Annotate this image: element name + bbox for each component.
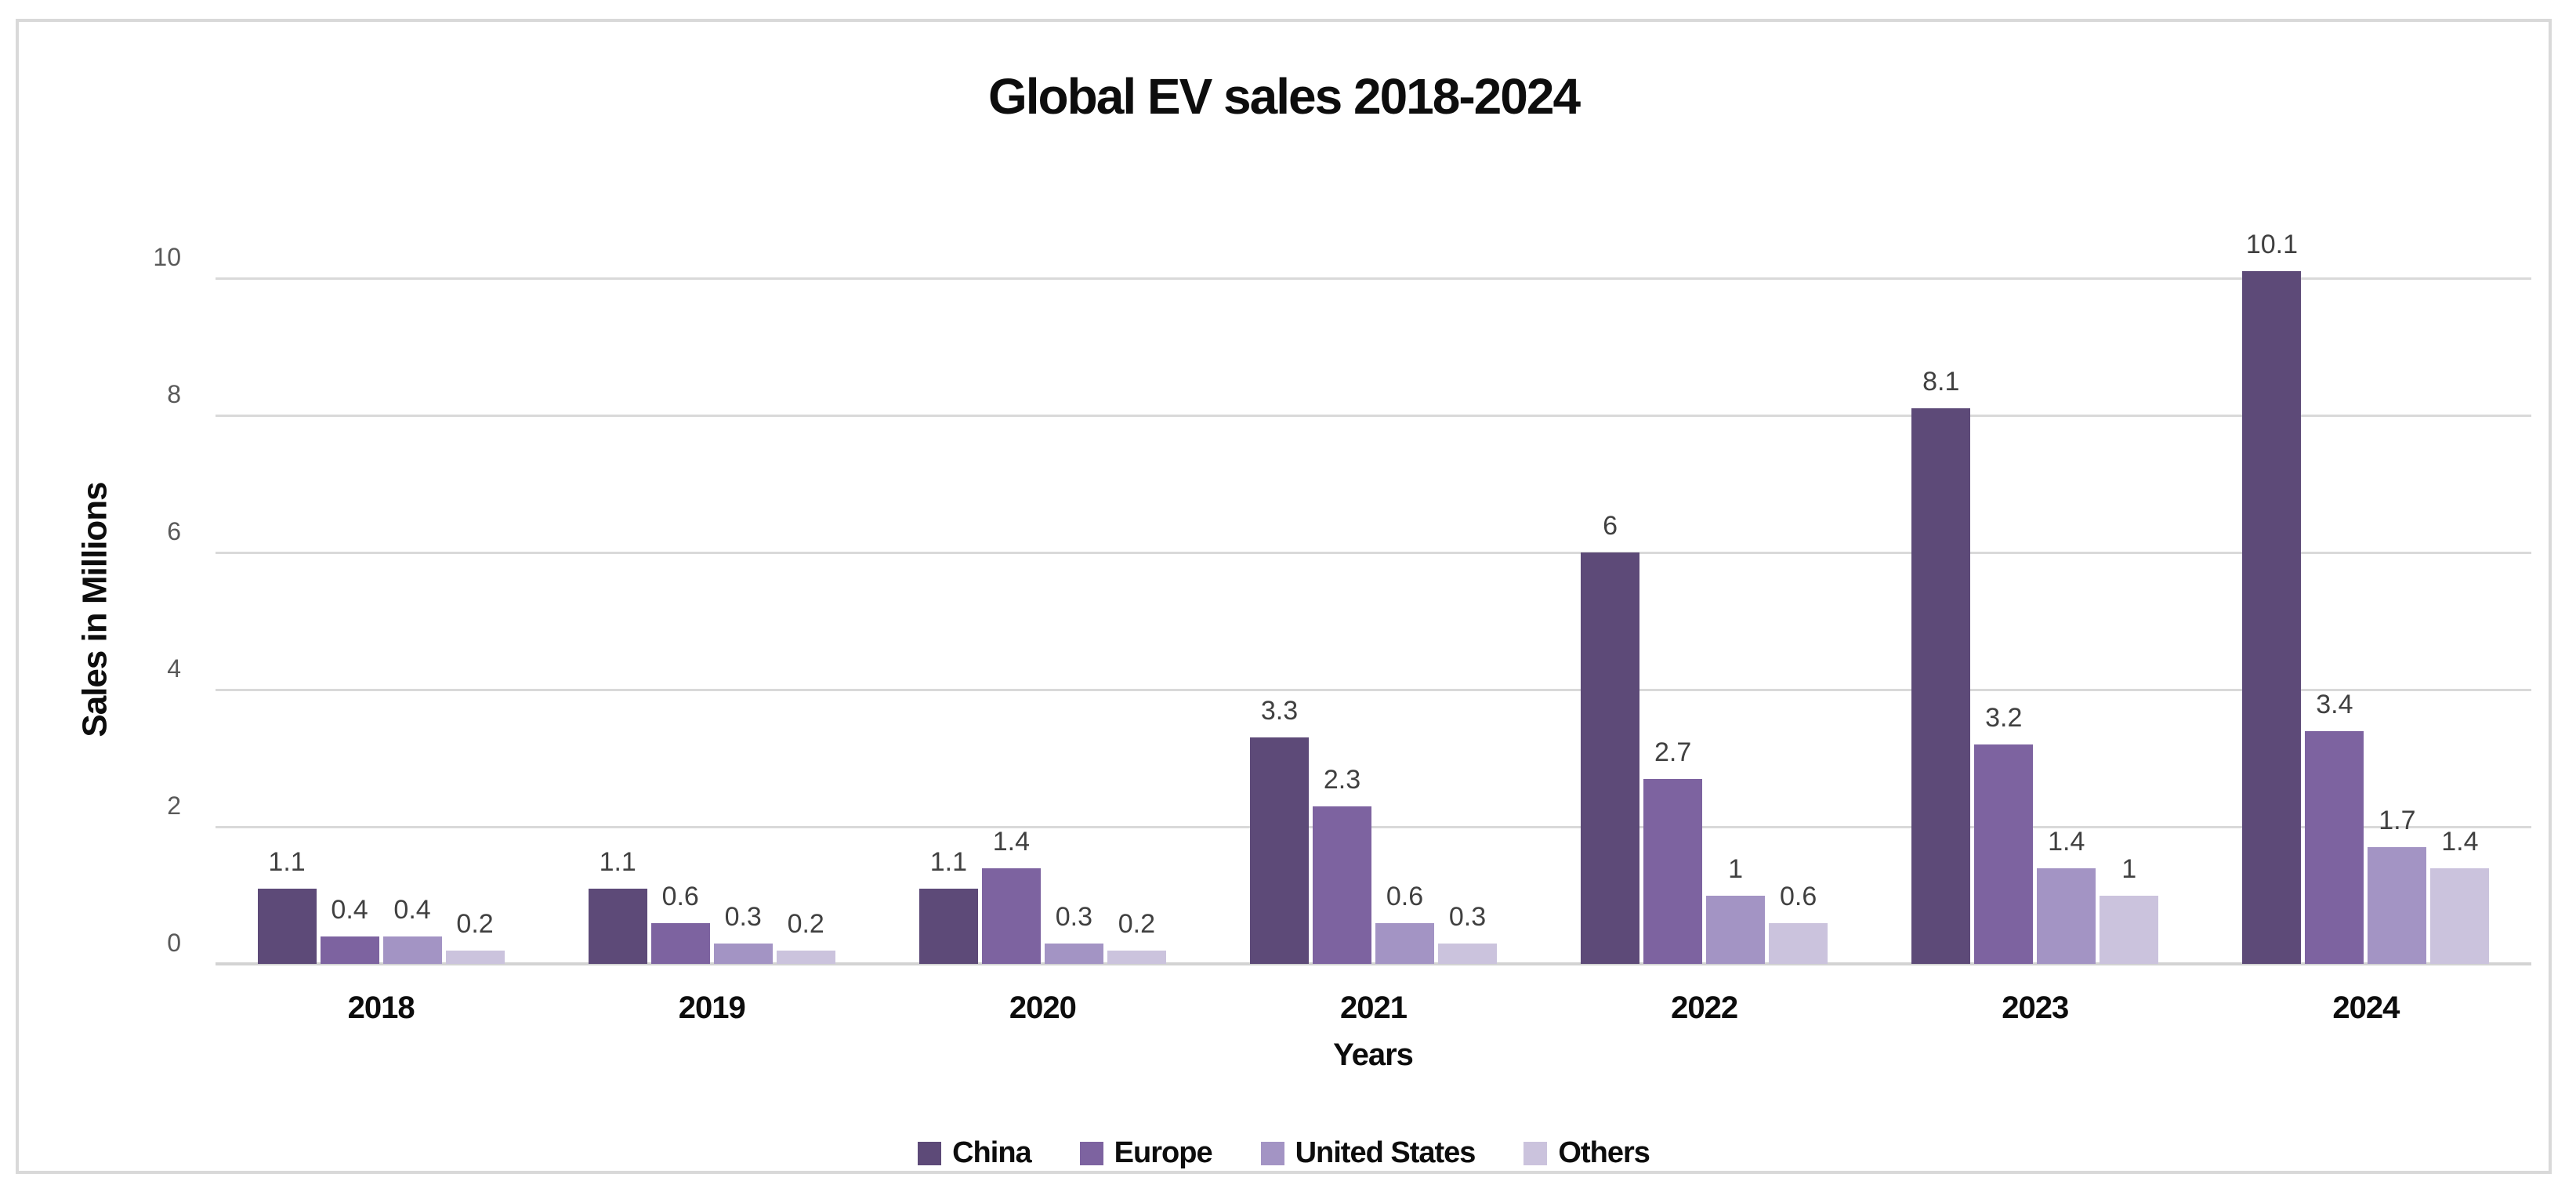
bar-value-label: 0.6 — [1386, 881, 1424, 911]
chart-title: Global EV sales 2018-2024 — [987, 68, 1581, 125]
bar-europe-2024: 3.4 — [2305, 690, 2364, 964]
y-tick-label-8: 8 — [167, 380, 181, 408]
bar-value-label: 0.3 — [1055, 901, 1092, 932]
bar-value-label: 1 — [1728, 853, 1744, 884]
bar-china-2022: 6 — [1581, 511, 1640, 964]
bar-united-states-2024: 1.7 — [2368, 806, 2427, 964]
bar-united-states-2023: 1.4 — [2037, 827, 2096, 964]
category-label-2021: 2021 — [1340, 991, 1408, 1025]
bar-united-states-2019: 0.3 — [713, 902, 773, 964]
y-tick-label-6: 6 — [167, 517, 181, 545]
x-axis-title: Years — [1333, 1038, 1414, 1072]
bar-others-2024: 1.4 — [2430, 827, 2490, 964]
legend-swatch-icon — [918, 1141, 942, 1165]
bar-value-label: 0.2 — [456, 908, 494, 939]
legend-label-europe: Europe — [1114, 1136, 1213, 1169]
bar-value-label: 0.2 — [787, 908, 824, 939]
bar-value-label: 2.7 — [1654, 737, 1692, 767]
bar-value-label: 0.3 — [1448, 901, 1487, 932]
legend-item-europe: Europe — [1079, 1136, 1213, 1170]
bar-europe-2021: 2.3 — [1312, 765, 1371, 964]
category-label-2023: 2023 — [2002, 991, 2069, 1025]
category-label-2018: 2018 — [347, 991, 415, 1025]
bar-group-2023: 8.1 3.2 1.4 1 2023 — [1870, 278, 2201, 1025]
bar-value-label: 0.6 — [1779, 881, 1817, 911]
category-label-2022: 2022 — [1671, 991, 1738, 1025]
bar-china-2018: 1.1 — [257, 847, 317, 964]
gridline-y-4 — [216, 689, 2531, 691]
bar-value-label: 8.1 — [1922, 367, 1960, 397]
bar-value-label: 2.3 — [1323, 764, 1361, 795]
bar-europe-2018: 0.4 — [320, 895, 379, 964]
bar-united-states-2018: 0.4 — [382, 895, 442, 964]
bar-value-label: 1.7 — [2379, 806, 2416, 836]
gridline-y-2 — [216, 826, 2531, 828]
x-axis-line — [216, 962, 2531, 965]
bar-united-states-2021: 0.6 — [1375, 882, 1434, 964]
legend-item-others: Others — [1523, 1136, 1650, 1170]
bar-value-label: 1.4 — [2048, 826, 2085, 857]
bar-europe-2023: 3.2 — [1974, 703, 2034, 964]
legend-swatch-icon — [1523, 1141, 1548, 1165]
legend-swatch-icon — [1260, 1141, 1284, 1165]
legend-label-others: Others — [1558, 1136, 1650, 1169]
gridline-y-6 — [216, 552, 2531, 554]
bar-others-2018: 0.2 — [445, 909, 505, 964]
bar-value-label: 1 — [2121, 853, 2137, 884]
legend-label-china: China — [952, 1136, 1032, 1169]
bar-value-label: 0.4 — [393, 895, 431, 925]
bar-value-label: 3.4 — [2316, 689, 2353, 719]
bar-value-label: 1.1 — [929, 846, 967, 877]
bar-group-2024: 10.1 3.4 1.7 1.4 2024 — [2201, 230, 2531, 1025]
bar-group-2019: 1.1 0.6 0.3 0.2 2019 — [546, 278, 877, 1025]
bar-value-label: 1.4 — [992, 826, 1030, 857]
category-label-2020: 2020 — [1009, 991, 1077, 1025]
bar-value-label: 1.1 — [268, 846, 306, 877]
bar-others-2023: 1 — [2100, 854, 2159, 964]
bar-value-label: 3.3 — [1260, 696, 1299, 726]
bar-china-2021: 3.3 — [1249, 696, 1309, 964]
plot-area: 1.1 0.4 0.4 0.2 2018 1.1 0.6 0.3 0.2 2019 1.1 1.4 0.… — [216, 230, 2531, 1025]
legend: China Europe United States Others — [19, 1136, 2549, 1170]
y-tick-label-4: 4 — [167, 654, 181, 683]
bar-europe-2022: 2.7 — [1643, 737, 1703, 964]
legend-item-united-states: United States — [1260, 1136, 1476, 1170]
gridline-y-10 — [216, 277, 2531, 280]
bar-value-label: 0.4 — [331, 895, 368, 925]
bar-group-2018: 1.1 0.4 0.4 0.2 2018 — [216, 278, 546, 1025]
legend-item-china: China — [918, 1136, 1032, 1170]
bar-value-label: 10.1 — [2245, 230, 2298, 260]
bar-others-2022: 0.6 — [1769, 882, 1828, 964]
gridline-y-8 — [216, 415, 2531, 417]
bar-group-2020: 1.1 1.4 0.3 0.2 2020 — [877, 278, 1208, 1025]
bar-china-2024: 10.1 — [2242, 230, 2302, 964]
bar-group-2022: 6 2.7 1 0.6 2022 — [1539, 278, 1870, 1025]
bar-europe-2019: 0.6 — [650, 882, 710, 964]
bar-group-2021: 3.3 2.3 0.6 0.3 2021 — [1208, 278, 1538, 1025]
category-label-2019: 2019 — [678, 991, 746, 1025]
bar-others-2021: 0.3 — [1437, 902, 1497, 964]
bar-value-label: 1.1 — [599, 846, 636, 877]
y-tick-label-10: 10 — [153, 243, 181, 271]
bar-value-label: 0.6 — [661, 881, 699, 911]
chart-frame: Global EV sales 2018-2024 Sales in Milli… — [16, 19, 2552, 1174]
bar-value-label: 6 — [1603, 511, 1618, 541]
bar-united-states-2022: 1 — [1706, 854, 1766, 964]
bar-value-label: 0.3 — [724, 901, 762, 932]
bar-value-label: 1.4 — [2441, 826, 2479, 857]
bar-china-2019: 1.1 — [588, 847, 647, 964]
bar-china-2020: 1.1 — [918, 847, 978, 964]
bar-others-2019: 0.2 — [776, 909, 835, 964]
y-tick-label-2: 2 — [167, 791, 181, 820]
bar-europe-2020: 1.4 — [981, 827, 1041, 964]
bar-value-label: 3.2 — [1985, 703, 2023, 733]
y-tick-label-0: 0 — [167, 929, 181, 957]
bar-others-2020: 0.2 — [1107, 909, 1166, 964]
bar-united-states-2020: 0.3 — [1044, 902, 1103, 964]
category-label-2024: 2024 — [2332, 991, 2400, 1025]
bar-china-2023: 8.1 — [1911, 367, 1971, 964]
legend-label-united-states: United States — [1295, 1136, 1476, 1169]
legend-swatch-icon — [1079, 1141, 1103, 1165]
bar-value-label: 0.2 — [1118, 908, 1155, 939]
